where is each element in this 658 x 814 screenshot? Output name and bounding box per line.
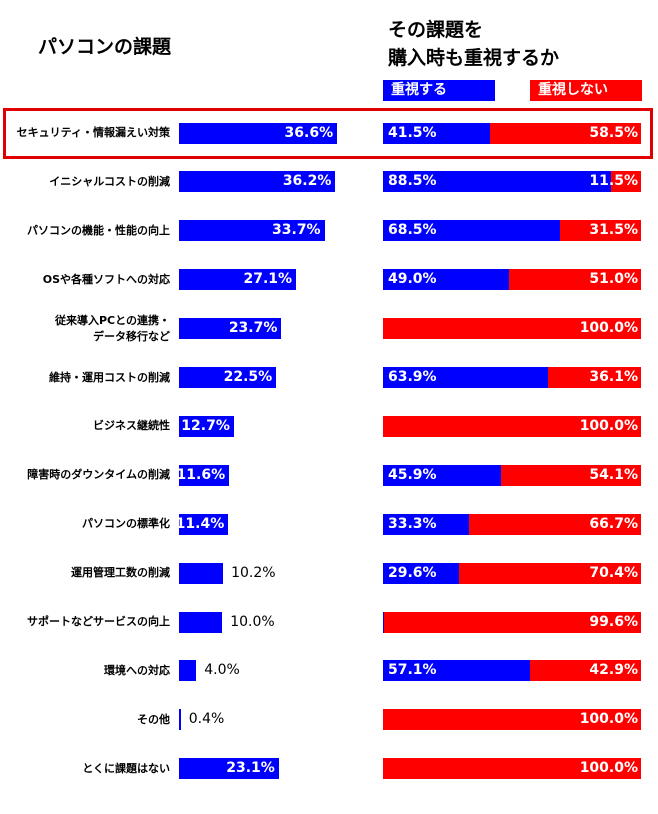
bar (179, 367, 277, 388)
category-label: サポートなどサービスの向上 (27, 615, 170, 628)
value-label: 36.2% (282, 173, 332, 190)
value-label: 11.5% (589, 173, 638, 190)
highlight-box (3, 108, 653, 159)
bar-segment (530, 660, 641, 682)
category-label: 環境への対応 (104, 663, 170, 677)
category-label: 従来導入PCとの連携・ データ移行など (54, 313, 170, 343)
bar-segment (459, 562, 641, 584)
bar-segment (501, 464, 641, 486)
bar-segment (383, 758, 641, 780)
bar-segment (383, 611, 385, 633)
bar-segment (383, 660, 531, 682)
value-label: 58.5% (589, 124, 638, 141)
value-label: 36.6% (284, 124, 334, 141)
legend-item: 重視する (383, 80, 495, 101)
value-label: 27.1% (243, 271, 293, 288)
category-label: 維持・運用コストの削減 (49, 370, 170, 384)
value-label: 41.5% (388, 124, 437, 141)
category-label: イニシャルコストの削減 (49, 174, 170, 188)
bar (179, 709, 181, 731)
value-label: 57.1% (388, 662, 437, 679)
value-label: 45.9% (388, 466, 437, 483)
value-label: 100.0% (579, 711, 638, 728)
value-label: 100.0% (579, 320, 638, 337)
bar (179, 269, 297, 291)
bar-segment (383, 415, 641, 437)
bar-segment (383, 269, 510, 291)
value-label: 54.1% (589, 466, 638, 483)
bar-segment (383, 513, 469, 535)
value-label: 4.0% (204, 662, 240, 679)
bar (179, 122, 338, 144)
value-label: 33.3% (388, 515, 437, 532)
value-label: 70.4% (589, 564, 638, 581)
category-label: セキュリティ・情報漏えい対策 (16, 126, 170, 139)
bar (179, 513, 229, 535)
bar-segment (611, 171, 641, 193)
bar-segment (490, 122, 641, 144)
bar-segment (383, 464, 502, 486)
value-label: 10.0% (230, 613, 275, 630)
value-label: 23.1% (226, 760, 275, 777)
value-label: 29.6% (388, 564, 437, 581)
value-label: 31.5% (589, 222, 638, 239)
value-label: 99.6% (589, 613, 638, 630)
bar-segment (509, 269, 641, 291)
value-label: 23.7% (228, 320, 278, 337)
chart-title: パソコンの課題 (38, 36, 172, 58)
bar (179, 611, 223, 633)
value-label: 66.7% (589, 515, 638, 532)
category-label: ビジネス継続性 (93, 419, 170, 433)
value-label: 68.5% (388, 222, 437, 239)
category-label: その他 (137, 712, 170, 726)
bar (179, 464, 230, 486)
chart-title: その課題を 購入時も重視するか (388, 19, 560, 69)
value-label: 36.1% (589, 369, 638, 385)
value-label: 100.0% (579, 417, 638, 434)
bar (179, 318, 282, 340)
bar-segment (383, 318, 641, 340)
bar (179, 220, 325, 242)
bar (179, 562, 224, 584)
value-label: 49.0% (388, 271, 437, 288)
legend-item: 重視しない (530, 80, 642, 101)
value-label: 100.0% (579, 760, 638, 777)
bar (179, 660, 197, 682)
bar (179, 758, 279, 780)
value-label: 11.6% (176, 466, 226, 483)
bar-segment (547, 367, 641, 388)
bar-segment (383, 171, 612, 193)
value-label: 22.5% (223, 369, 273, 385)
bar-segment (384, 611, 641, 633)
bar-segment (468, 513, 641, 535)
value-label: 63.9% (388, 369, 437, 385)
category-label: パソコンの機能・性能の向上 (27, 223, 170, 237)
bar-segment (383, 709, 641, 731)
value-label: 88.5% (388, 173, 437, 190)
bar (179, 171, 336, 193)
bar-segment (559, 220, 641, 242)
bar (179, 415, 234, 437)
category-label: とくに課題はない (82, 761, 170, 775)
value-label: 11.4% (175, 515, 225, 532)
bar-segment (383, 562, 460, 584)
value-label: 51.0% (589, 271, 638, 288)
category-label: 運用管理工数の削減 (71, 566, 170, 580)
bar-segment (383, 220, 560, 242)
value-label: 12.7% (181, 417, 230, 434)
category-label: OSや各種ソフトへの対応 (42, 272, 170, 286)
bar-segment (383, 122, 491, 144)
value-label: 10.2% (231, 564, 276, 581)
value-label: 0.4% (188, 711, 225, 728)
category-label: 障害時のダウンタイムの削減 (27, 468, 170, 482)
value-label: 33.7% (272, 222, 321, 239)
bar-segment (383, 367, 548, 388)
category-label: パソコンの標準化 (82, 517, 170, 531)
value-label: 42.9% (589, 662, 638, 679)
